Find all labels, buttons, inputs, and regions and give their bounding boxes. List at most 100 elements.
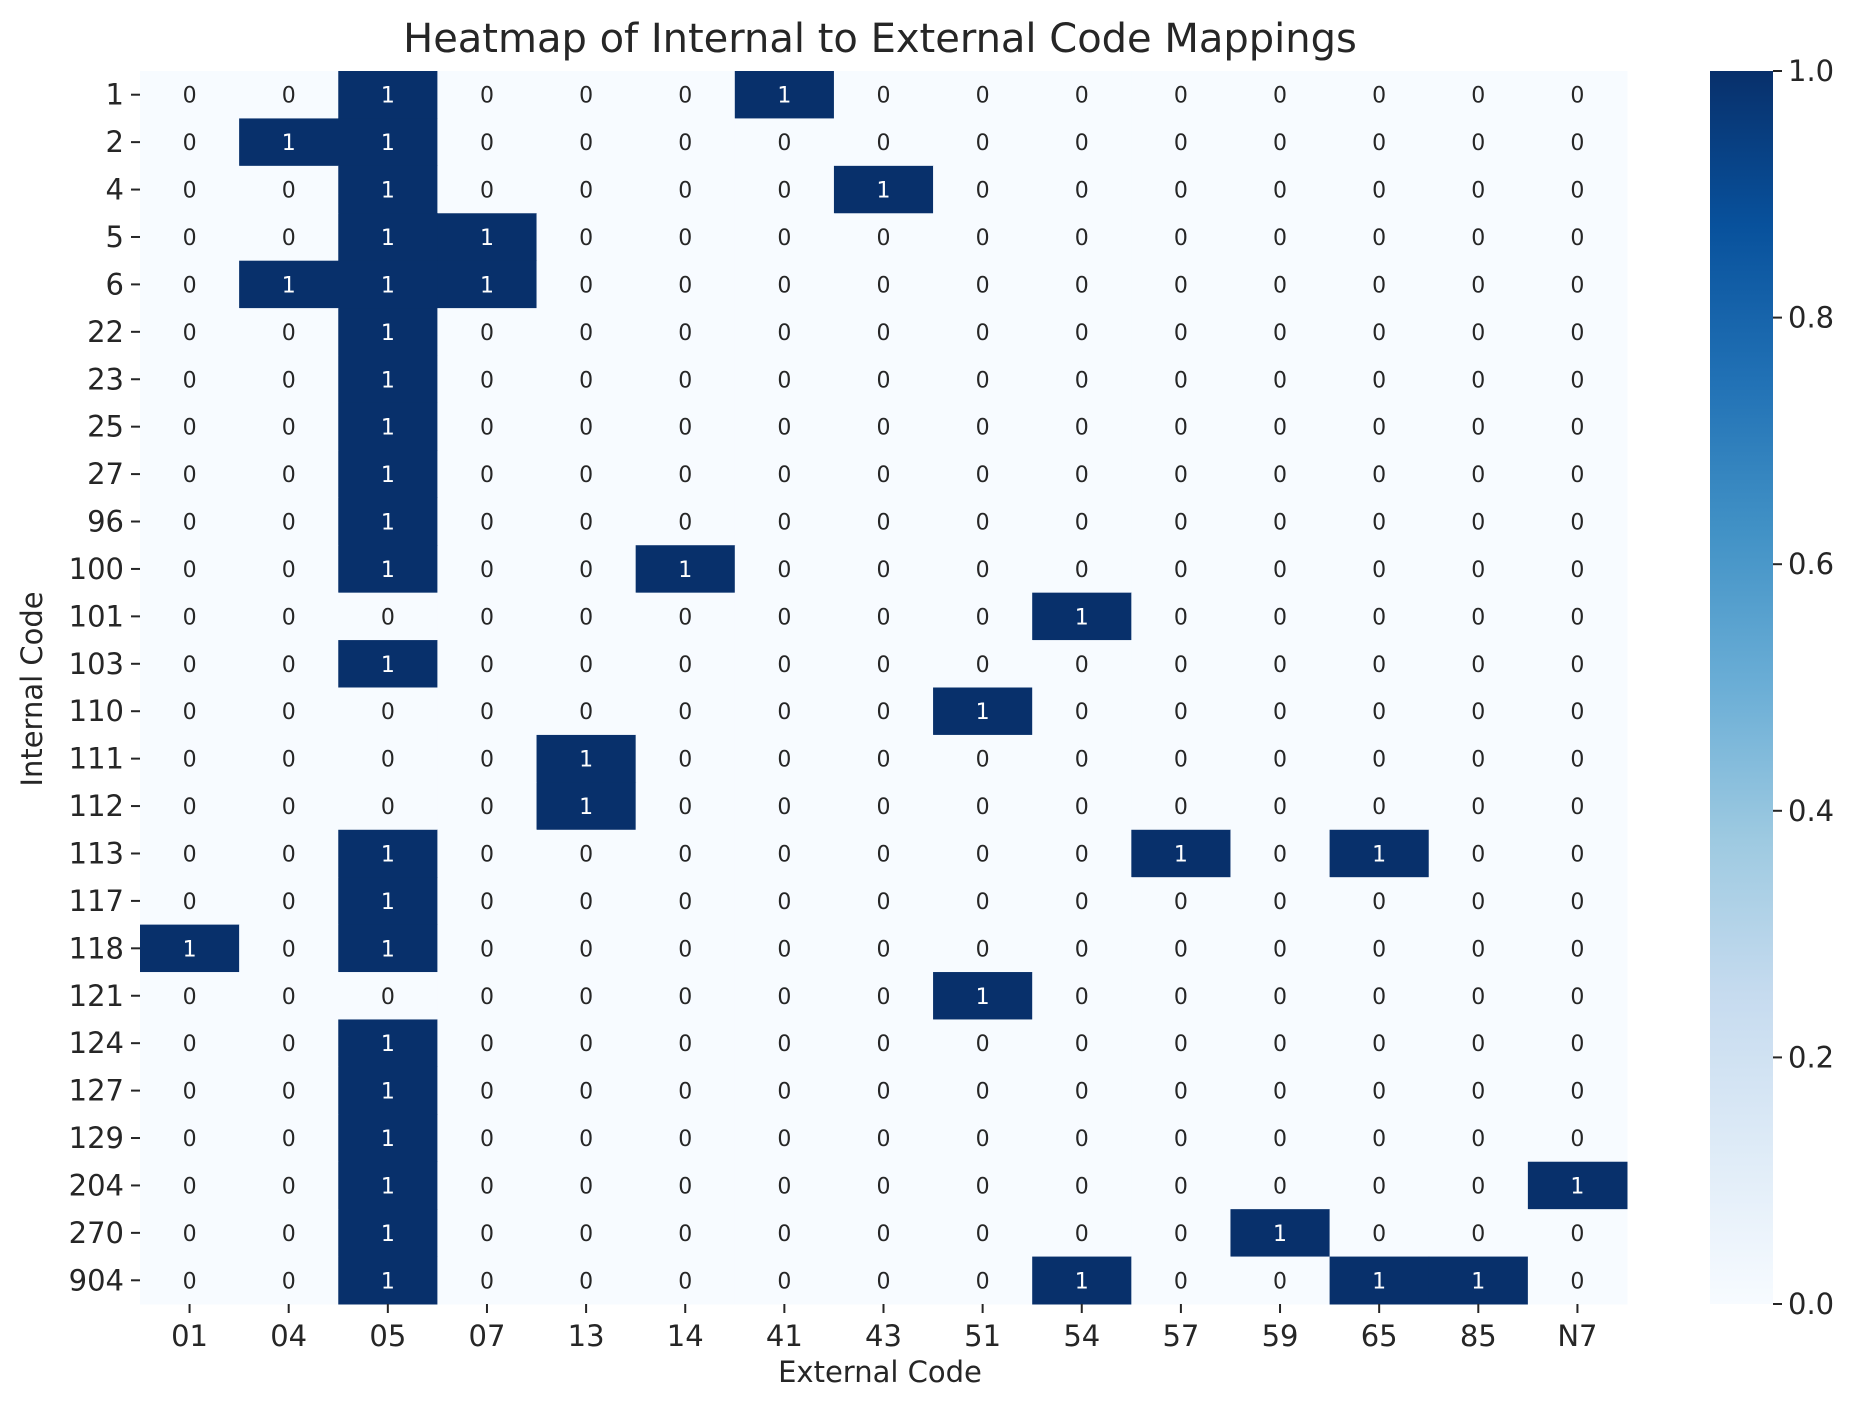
heatmap-cell (1527, 213, 1628, 262)
heatmap-cell (734, 1019, 835, 1068)
heatmap-cell (1131, 545, 1231, 594)
cell-value-label: 0 (1075, 1127, 1089, 1152)
heatmap-cell (635, 782, 736, 831)
cell-value-label: 1 (381, 179, 395, 204)
heatmap-cell (239, 545, 339, 594)
heatmap-cell (1131, 450, 1231, 499)
heatmap-cell (635, 1209, 736, 1258)
cell-value-label: 0 (1372, 1174, 1386, 1199)
cell-value-label: 0 (282, 1080, 296, 1105)
cell-value-label: 0 (1372, 1032, 1386, 1057)
heatmap-cell (239, 165, 339, 214)
heatmap-cell (140, 734, 240, 783)
heatmap-cell (140, 1114, 240, 1163)
heatmap-cell (338, 829, 438, 878)
cell-value-label: 0 (678, 1174, 692, 1199)
cell-value-label: 0 (1372, 368, 1386, 393)
heatmap-cell (833, 260, 934, 309)
heatmap-cell (140, 1256, 240, 1305)
cell-value-label: 0 (579, 937, 593, 962)
cell-value-label: 0 (1273, 273, 1287, 298)
cell-value-label: 0 (1372, 321, 1386, 346)
heatmap-cell (437, 1066, 538, 1115)
heatmap-cell (239, 972, 339, 1020)
cell-value-label: 0 (1075, 1222, 1089, 1247)
heatmap-cell (833, 308, 934, 357)
heatmap-cell (1032, 1019, 1132, 1068)
cell-value-label: 0 (480, 1127, 494, 1152)
heatmap-cell (338, 402, 438, 451)
heatmap-cell (833, 545, 934, 594)
cell-value-label: 1 (579, 748, 593, 773)
cell-value-label: 0 (976, 368, 990, 393)
heatmap-cell (437, 497, 538, 546)
heatmap-cell (833, 829, 934, 878)
heatmap-cell (933, 1209, 1033, 1258)
cell-value-label: 0 (777, 179, 791, 204)
cell-value-label: 0 (1372, 463, 1386, 488)
x-tick-label: 05 (369, 1319, 406, 1353)
heatmap-cell (140, 71, 240, 119)
y-tick-label: 96 (87, 505, 124, 539)
heatmap-cell (1230, 1019, 1331, 1068)
heatmap-cell (833, 402, 934, 451)
cell-value-label: 0 (777, 1174, 791, 1199)
heatmap-cell (1329, 71, 1430, 119)
heatmap-cell (437, 71, 538, 119)
cell-value-label: 0 (183, 511, 197, 536)
heatmap-cell (536, 877, 637, 926)
x-tick-label: 14 (667, 1319, 704, 1353)
heatmap-cell (239, 355, 339, 404)
heatmap-cell (833, 592, 934, 641)
cell-value-label: 0 (877, 273, 891, 298)
heatmap-cell (1032, 972, 1132, 1020)
heatmap-cell (437, 640, 538, 688)
cell-value-label: 1 (381, 416, 395, 441)
heatmap-cell (833, 450, 934, 499)
cell-value-label: 0 (1471, 795, 1485, 820)
heatmap-cell (833, 355, 934, 404)
heatmap-cell (833, 213, 934, 262)
cell-value-label: 0 (1174, 1127, 1188, 1152)
heatmap-cell (437, 213, 538, 262)
cell-value-label: 0 (1075, 511, 1089, 536)
cell-value-label: 1 (480, 273, 494, 298)
cell-value-label: 0 (1174, 1080, 1188, 1105)
heatmap-cell (933, 687, 1033, 736)
cell-value-label: 0 (183, 653, 197, 678)
cell-value-label: 0 (976, 226, 990, 251)
heatmap-cell (338, 118, 438, 167)
cell-value-label: 0 (1174, 226, 1188, 251)
cell-value-label: 1 (1372, 842, 1386, 867)
heatmap-cell (1230, 450, 1331, 499)
heatmap-cell (239, 308, 339, 357)
cell-value-label: 0 (877, 985, 891, 1010)
cell-value-label: 1 (976, 700, 990, 725)
heatmap-cell (1032, 165, 1132, 214)
cell-value-label: 1 (381, 842, 395, 867)
cell-value-label: 0 (282, 84, 296, 109)
cell-value-label: 0 (480, 937, 494, 962)
heatmap-cell (933, 497, 1033, 546)
heatmap-cell (437, 1161, 538, 1210)
heatmap-cell (933, 450, 1033, 499)
heatmap-cell (635, 924, 736, 973)
cell-value-label: 0 (678, 937, 692, 962)
cell-value-label: 0 (1174, 1222, 1188, 1247)
cell-value-label: 0 (1570, 605, 1584, 630)
heatmap-cell (1527, 782, 1628, 831)
heatmap-cell (1131, 1066, 1231, 1115)
cell-value-label: 0 (480, 795, 494, 820)
cell-value-label: 0 (1075, 795, 1089, 820)
heatmap-cell (1329, 592, 1430, 641)
cell-value-label: 0 (1075, 416, 1089, 441)
cell-value-label: 0 (183, 1174, 197, 1199)
heatmap-cell (734, 1114, 835, 1163)
cell-value-label: 0 (480, 748, 494, 773)
cell-value-label: 0 (1372, 226, 1386, 251)
heatmap-cell (338, 213, 438, 262)
heatmap-cell (734, 497, 835, 546)
heatmap-cell (1329, 782, 1430, 831)
heatmap-cell (833, 71, 934, 119)
heatmap-cell (1032, 1114, 1132, 1163)
